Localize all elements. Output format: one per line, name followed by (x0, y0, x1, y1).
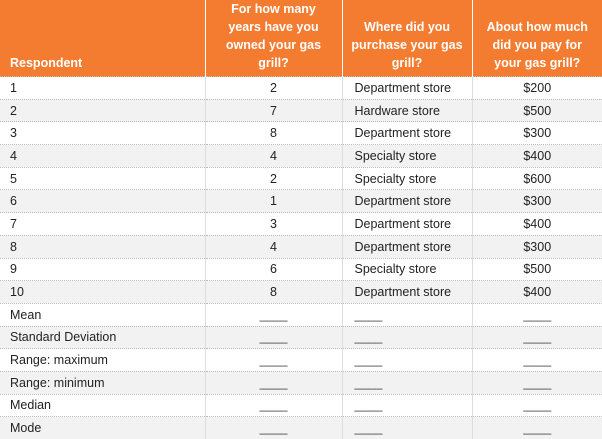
row-label: 3 (0, 122, 205, 145)
cell: 4 (205, 235, 342, 258)
cell: $300 (472, 235, 602, 258)
row-label: Standard Deviation (0, 326, 205, 349)
cell: ____ (205, 371, 342, 394)
row-label: Median (0, 394, 205, 417)
cell: 4 (205, 145, 342, 168)
cell: ____ (472, 371, 602, 394)
cell: ____ (472, 417, 602, 439)
column-header: Where did you purchase your gas grill? (342, 0, 472, 77)
cell: $200 (472, 77, 602, 100)
row-label: Mean (0, 303, 205, 326)
cell: 7 (205, 99, 342, 122)
cell: Department store (342, 190, 472, 213)
cell: ____ (472, 303, 602, 326)
cell: $300 (472, 122, 602, 145)
cell: Department store (342, 235, 472, 258)
cell: 8 (205, 122, 342, 145)
column-header: For how many years have you owned your g… (205, 0, 342, 77)
row-label: Mode (0, 417, 205, 439)
cell: Hardware store (342, 99, 472, 122)
cell: $300 (472, 190, 602, 213)
row-label: 4 (0, 145, 205, 168)
cell: ____ (342, 326, 472, 349)
cell: ____ (342, 371, 472, 394)
row-label: 2 (0, 99, 205, 122)
cell: Specialty store (342, 258, 472, 281)
cell: 8 (205, 281, 342, 304)
row-label: Range: minimum (0, 371, 205, 394)
cell: ____ (342, 349, 472, 372)
cell: ____ (205, 417, 342, 439)
table-row: Range: minimum____________ (0, 371, 602, 394)
cell: Department store (342, 213, 472, 236)
table-row: Standard Deviation____________ (0, 326, 602, 349)
cell: $500 (472, 99, 602, 122)
cell: Specialty store (342, 167, 472, 190)
cell: ____ (205, 394, 342, 417)
cell: $400 (472, 281, 602, 304)
cell: 3 (205, 213, 342, 236)
cell: Specialty store (342, 145, 472, 168)
cell: ____ (205, 303, 342, 326)
table-row: Mode____________ (0, 417, 602, 439)
cell: Department store (342, 122, 472, 145)
cell: 2 (205, 167, 342, 190)
cell: $400 (472, 145, 602, 168)
cell: 1 (205, 190, 342, 213)
row-label: 6 (0, 190, 205, 213)
cell: ____ (472, 349, 602, 372)
row-label: 7 (0, 213, 205, 236)
cell: $600 (472, 167, 602, 190)
cell: ____ (472, 394, 602, 417)
cell: ____ (205, 349, 342, 372)
cell: Department store (342, 281, 472, 304)
cell: 6 (205, 258, 342, 281)
cell: ____ (205, 326, 342, 349)
column-header: Respondent (0, 0, 205, 77)
cell: ____ (342, 417, 472, 439)
cell: $400 (472, 213, 602, 236)
row-label: 1 (0, 77, 205, 100)
cell: $500 (472, 258, 602, 281)
cell: ____ (342, 303, 472, 326)
row-label: 8 (0, 235, 205, 258)
row-label: 9 (0, 258, 205, 281)
cell: 2 (205, 77, 342, 100)
row-label: 5 (0, 167, 205, 190)
row-label: Range: maximum (0, 349, 205, 372)
cell: ____ (472, 326, 602, 349)
column-header: About how much did you pay for your gas … (472, 0, 602, 77)
table-row: Mean____________ (0, 303, 602, 326)
row-label: 10 (0, 281, 205, 304)
table-row: Median____________ (0, 394, 602, 417)
cell: Department store (342, 77, 472, 100)
table-row: Range: maximum____________ (0, 349, 602, 372)
cell: ____ (342, 394, 472, 417)
